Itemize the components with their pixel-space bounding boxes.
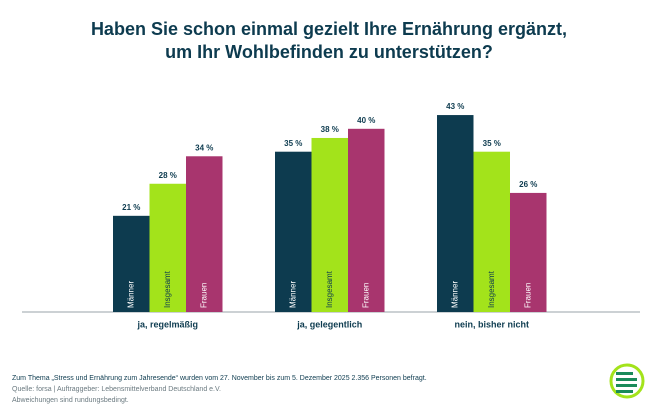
bar (473, 151, 510, 312)
rounding-note: Abweichungen sind rundungsbedingt. (12, 397, 129, 404)
logo-stripe (616, 390, 633, 393)
value-label: 40 % (357, 116, 375, 125)
chart-title: Haben Sie schon einmal gezielt Ihre Ernä… (91, 19, 567, 39)
value-label: 26 % (519, 180, 537, 189)
series-label: Männer (288, 281, 297, 308)
x-tick-label: ja, gelegentlich (296, 319, 362, 329)
value-label: 21 % (122, 203, 140, 212)
value-label: 35 % (284, 139, 302, 148)
logo-ring (609, 363, 645, 399)
source-note: Quelle: forsa | Auftraggeber: Lebensmitt… (12, 386, 221, 393)
value-label: 34 % (195, 143, 213, 152)
bar (149, 183, 186, 312)
value-label: 38 % (321, 125, 339, 134)
bar (437, 115, 474, 312)
series-label: Insgesamt (325, 270, 334, 308)
x-tick-label: nein, bisher nicht (454, 319, 529, 329)
logo-stripe (616, 372, 633, 375)
series-label: Männer (126, 281, 135, 308)
value-label: 43 % (446, 102, 464, 111)
value-label: 35 % (483, 139, 501, 148)
series-label: Frauen (199, 283, 208, 308)
logo-stripe (616, 378, 637, 381)
series-label: Insgesamt (163, 270, 172, 308)
bar (348, 128, 385, 312)
bar (510, 192, 547, 312)
series-label: Männer (450, 281, 459, 308)
bar (186, 156, 223, 312)
logo (609, 363, 645, 399)
chart-title: um Ihr Wohlbefinden zu unterstützen? (165, 42, 493, 62)
footnote: Zum Thema „Stress und Ernährung zum Jahr… (12, 375, 427, 382)
series-label: Insgesamt (487, 270, 496, 308)
logo-stripe (616, 384, 637, 387)
bar (275, 151, 312, 312)
value-label: 28 % (159, 171, 177, 180)
bar (113, 215, 150, 312)
x-tick-label: ja, regelmäßig (136, 319, 198, 329)
series-label: Frauen (361, 283, 370, 308)
series-label: Frauen (523, 283, 532, 308)
bar (311, 137, 348, 312)
